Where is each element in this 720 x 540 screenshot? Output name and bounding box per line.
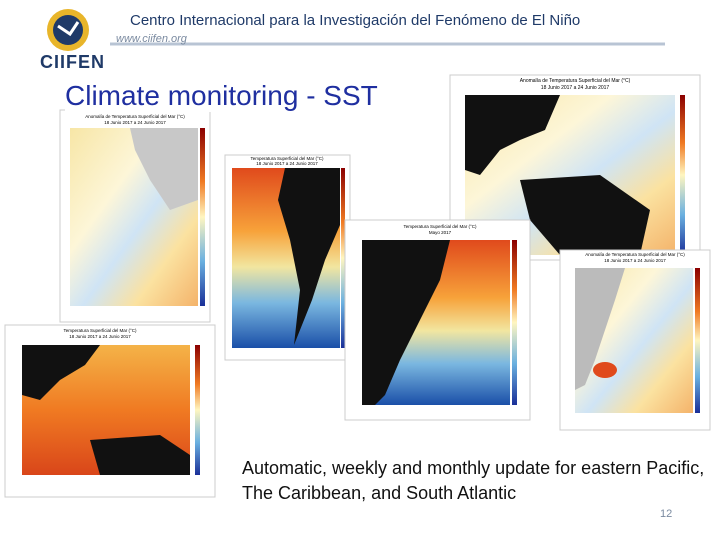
- logo-text: CIIFEN: [40, 52, 106, 72]
- map-period: 18 Junio 2017 a 24 Junio 2017: [541, 85, 610, 91]
- map-title: Temperatura Superficial del Mar (°C): [403, 224, 477, 229]
- map: Temperatura Superficial del Mar (°C) May…: [344, 219, 531, 421]
- map: Anomalía de Temperatura Superficial del …: [559, 249, 711, 431]
- page-number: 12: [660, 508, 673, 520]
- organization: Centro Internacional para la Investigaci…: [130, 12, 581, 29]
- map-title: Anomalía de Temperatura Superficial del …: [520, 78, 631, 84]
- map: Anomalía de Temperatura Superficial del …: [59, 109, 211, 323]
- slide-title: Climate monitoring - SST: [65, 80, 378, 112]
- map-period: Mayo 2017: [429, 230, 452, 235]
- map-period: 18 Junio 2017 a 24 Junio 2017: [69, 334, 131, 339]
- map-period: 18 Junio 2017 a 24 Junio 2017: [104, 120, 166, 125]
- map-period: 18 Junio 2017 a 24 Junio 2017: [256, 161, 318, 166]
- map-period: 18 Junio 2017 a 24 Junio 2017: [604, 258, 666, 263]
- logo-mark: [57, 21, 80, 37]
- map-title: Anomalía de Temperatura Superficial del …: [585, 252, 685, 257]
- logo-globe: [53, 15, 83, 45]
- website: www.ciifen.org: [116, 33, 187, 45]
- caption: Automatic, weekly and monthly update for…: [242, 458, 705, 503]
- map-title: Anomalía de Temperatura Superficial del …: [85, 114, 185, 119]
- map: Temperatura Superficial del Mar (°C) 18 …: [224, 154, 351, 361]
- map-title: Temperatura Superficial del Mar (°C): [63, 328, 137, 333]
- map: Temperatura Superficial del Mar (°C) 18 …: [4, 324, 216, 498]
- map-title: Temperatura Superficial del Mar (°C): [250, 156, 324, 161]
